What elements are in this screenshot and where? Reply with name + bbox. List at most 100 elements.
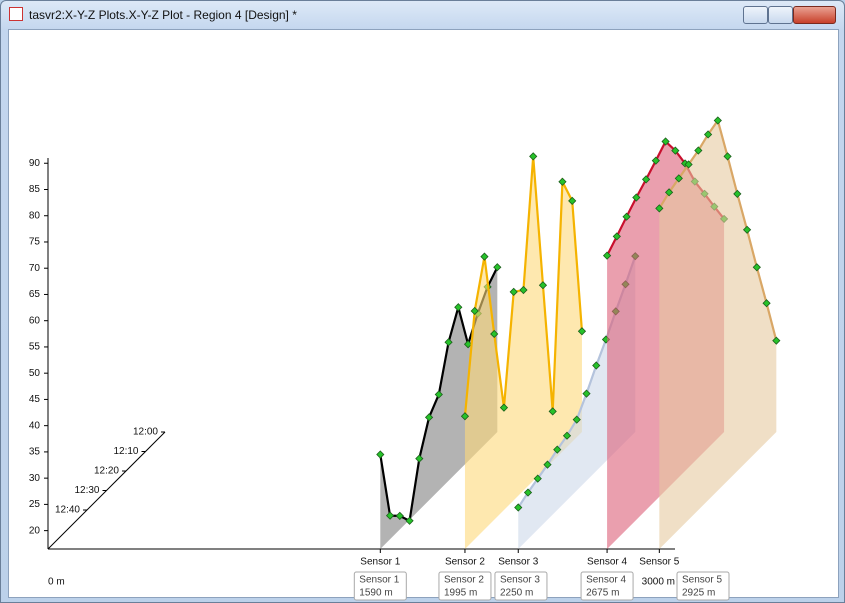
data-point (655, 204, 664, 213)
data-point (470, 306, 479, 316)
sensor-box (438, 571, 492, 601)
data-point (424, 413, 434, 422)
y-tick-label: 40 (29, 420, 41, 431)
data-point (671, 146, 680, 155)
y-tick-label: 70 (29, 263, 41, 274)
close-button[interactable] (793, 6, 836, 24)
y-tick-label: 50 (29, 368, 41, 379)
sensor-box (676, 571, 730, 601)
data-point (553, 445, 562, 454)
series-area (518, 256, 636, 549)
data-point (529, 152, 538, 161)
window-title: tasvr2:X-Y-Z Plots.X-Y-Z Plot - Region 4… (29, 8, 297, 22)
title-bar: tasvr2:X-Y-Z Plots.X-Y-Z Plot - Region 4… (1, 1, 844, 29)
data-point (772, 336, 781, 345)
sensor-box (494, 571, 548, 601)
data-point (694, 146, 703, 155)
sensor-box-distance: 1590 m (359, 588, 392, 599)
data-point (684, 160, 693, 169)
sensor-box-name: Sensor 3 (500, 575, 540, 586)
sensor-box-distance: 1995 m (444, 588, 477, 599)
data-point (733, 189, 742, 198)
data-point (463, 340, 473, 349)
x-tick-label: 0 m (48, 577, 65, 588)
data-point (493, 263, 502, 272)
data-point (538, 281, 548, 290)
data-point (742, 225, 752, 234)
series-area (659, 120, 777, 549)
series-area (380, 267, 498, 549)
data-point (460, 412, 470, 421)
data-point (480, 252, 489, 261)
data-point (490, 329, 499, 339)
sensor-axis-label: Sensor 1 (360, 557, 400, 568)
data-point (664, 188, 674, 197)
sensor-box-distance: 2675 m (586, 588, 619, 599)
data-point (568, 196, 577, 205)
data-point (641, 175, 651, 184)
sensor-axis-label: Sensor 4 (587, 557, 627, 568)
sensor-box-name: Sensor 2 (444, 575, 484, 586)
y-tick-label: 75 (29, 237, 41, 248)
sensor-axis-label: Sensor 2 (445, 557, 485, 568)
data-point (385, 511, 395, 520)
data-point (674, 174, 683, 183)
maximize-button[interactable] (768, 6, 793, 24)
sensor-axis-label: Sensor 5 (639, 557, 679, 568)
data-point (752, 263, 761, 272)
y-tick-label: 80 (29, 210, 41, 221)
y-tick-label: 30 (29, 473, 41, 484)
data-point (602, 251, 612, 260)
data-point (376, 450, 385, 459)
data-point (499, 403, 509, 412)
y-tick-label: 85 (29, 184, 41, 195)
sensor-box-name: Sensor 1 (359, 575, 399, 586)
x-tick-label: 3000 m (642, 577, 675, 588)
data-point (558, 177, 567, 186)
data-point (612, 232, 621, 241)
z-tick-label: 12:20 (94, 466, 119, 477)
data-point (454, 303, 463, 312)
z-tick-label: 12:30 (74, 485, 99, 496)
data-point (622, 212, 631, 221)
data-point (543, 460, 552, 469)
data-point (523, 488, 533, 497)
data-point (444, 338, 453, 347)
data-point (405, 516, 414, 525)
data-point (651, 156, 660, 165)
sensor-box (353, 571, 407, 601)
data-point (519, 285, 528, 295)
app-icon (9, 7, 23, 21)
data-point (577, 327, 587, 336)
z-tick-label: 12:00 (133, 427, 158, 438)
sensor-box (580, 571, 634, 601)
sensor-box-name: Sensor 5 (682, 575, 722, 586)
data-point (514, 503, 523, 512)
sensor-box-distance: 2250 m (500, 588, 533, 599)
data-point (572, 415, 581, 424)
sensor-axis-label: Sensor 3 (498, 557, 538, 568)
data-point (703, 130, 713, 139)
data-point (582, 389, 591, 398)
data-point (592, 361, 601, 370)
minimize-button[interactable] (743, 6, 768, 24)
y-tick-label: 35 (29, 447, 41, 458)
data-point (434, 390, 443, 399)
sensor-box-distance: 2925 m (682, 588, 715, 599)
y-tick-label: 25 (29, 499, 41, 510)
y-tick-label: 60 (29, 315, 41, 326)
y-tick-label: 90 (29, 158, 41, 169)
data-point (632, 193, 641, 202)
data-point (562, 431, 572, 440)
data-point (713, 116, 722, 125)
y-tick-label: 45 (29, 394, 41, 405)
data-point (723, 152, 732, 161)
z-tick-label: 12:10 (113, 446, 138, 457)
data-point (548, 407, 557, 416)
series-area (464, 156, 582, 549)
y-tick-label: 55 (29, 342, 41, 353)
data-point (395, 511, 404, 520)
y-tick-label: 20 (29, 525, 41, 536)
data-point (509, 287, 518, 296)
